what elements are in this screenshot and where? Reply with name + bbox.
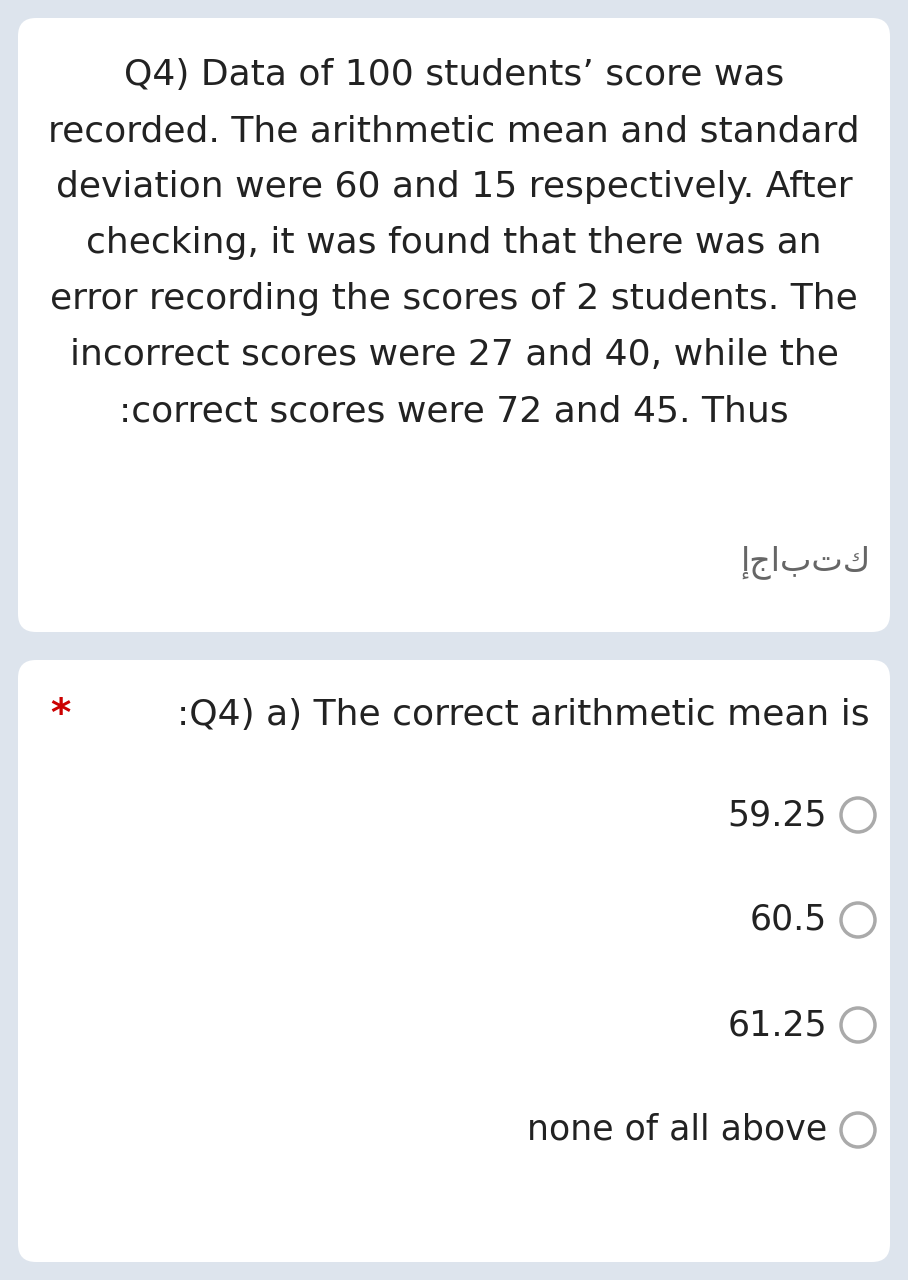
FancyBboxPatch shape [18, 18, 890, 632]
Text: recorded. The arithmetic mean and standard: recorded. The arithmetic mean and standa… [48, 114, 860, 148]
FancyBboxPatch shape [18, 660, 890, 1262]
Text: 60.5: 60.5 [750, 902, 827, 937]
Text: *: * [50, 696, 70, 733]
Text: none of all above: none of all above [527, 1114, 827, 1147]
Text: checking, it was found that there was an: checking, it was found that there was an [86, 227, 822, 260]
Text: :correct scores were 72 and 45. Thus: :correct scores were 72 and 45. Thus [119, 394, 789, 428]
Text: error recording the scores of 2 students. The: error recording the scores of 2 students… [50, 282, 858, 316]
Text: 61.25: 61.25 [727, 1009, 827, 1042]
Text: 59.25: 59.25 [727, 797, 827, 832]
Text: deviation were 60 and 15 respectively. After: deviation were 60 and 15 respectively. A… [55, 170, 853, 204]
Text: :Q4) a) The correct arithmetic mean is: :Q4) a) The correct arithmetic mean is [177, 698, 870, 732]
Text: incorrect scores were 27 and 40, while the: incorrect scores were 27 and 40, while t… [70, 338, 838, 372]
Text: Q4) Data of 100 students’ score was: Q4) Data of 100 students’ score was [123, 58, 785, 92]
Text: إجابتك: إجابتك [740, 545, 870, 579]
